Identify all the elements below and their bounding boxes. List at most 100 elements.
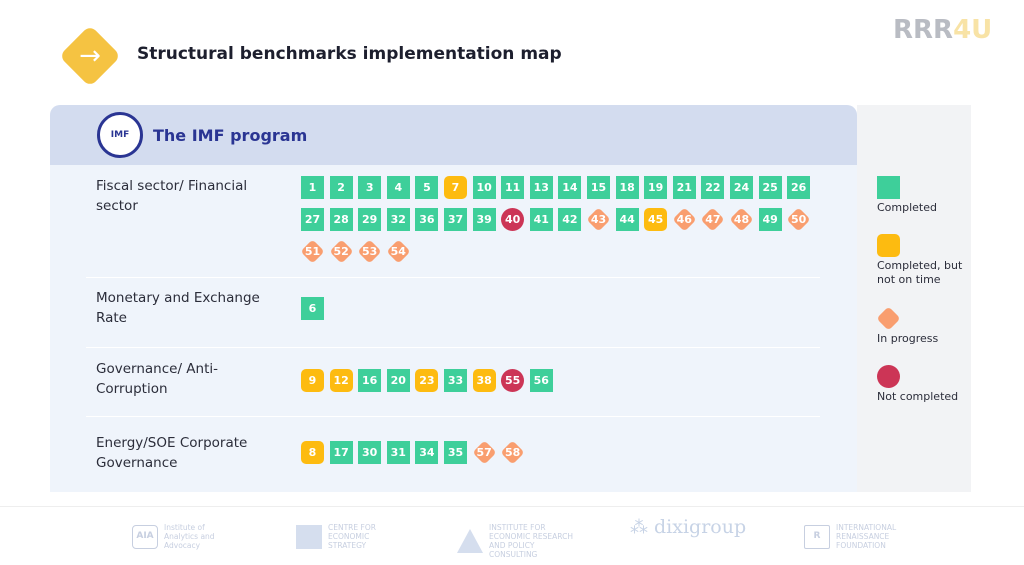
benchmark-badge[interactable]: 17 bbox=[329, 441, 353, 464]
benchmark-badge[interactable]: 1 bbox=[301, 176, 324, 199]
benchmark-badge[interactable]: 57 bbox=[473, 441, 496, 464]
benchmark-badge[interactable]: 25 bbox=[758, 176, 782, 199]
benchmark-badge[interactable]: 9 bbox=[301, 369, 324, 392]
page-title: Structural benchmarks implementation map bbox=[137, 44, 562, 64]
benchmark-badge[interactable]: 37 bbox=[444, 208, 467, 231]
benchmark-badge[interactable]: 58 bbox=[501, 441, 524, 464]
benchmark-badge[interactable]: 27 bbox=[301, 208, 324, 231]
benchmark-badge[interactable]: 51 bbox=[301, 240, 324, 263]
benchmark-badge[interactable]: 49 bbox=[758, 208, 782, 231]
benchmark-badge[interactable]: 34 bbox=[415, 441, 439, 464]
benchmark-number: 16 bbox=[362, 374, 378, 387]
benchmark-badge[interactable]: 3 bbox=[358, 176, 382, 199]
benchmark-badge[interactable]: 44 bbox=[615, 208, 639, 231]
legend-label: In progress bbox=[877, 332, 939, 345]
benchmark-badge[interactable]: 43 bbox=[587, 208, 610, 231]
benchmark-number: 36 bbox=[419, 213, 435, 226]
sector-label: Governance/ Anti-Corruption bbox=[96, 361, 218, 397]
row-divider bbox=[86, 347, 820, 348]
benchmark-number: 42 bbox=[562, 213, 578, 226]
benchmark-number: 46 bbox=[676, 213, 692, 226]
benchmark-number: 52 bbox=[333, 245, 349, 258]
benchmark-badge[interactable]: 26 bbox=[787, 176, 811, 199]
benchmark-badge[interactable]: 42 bbox=[558, 208, 582, 231]
benchmark-badge[interactable]: 13 bbox=[529, 176, 553, 199]
irf-logo-icon: R bbox=[804, 524, 830, 549]
benchmark-badge[interactable]: 6 bbox=[301, 297, 324, 320]
benchmark-number: 33 bbox=[447, 374, 464, 387]
ier-logo-icon bbox=[457, 529, 483, 553]
benchmark-number: 50 bbox=[791, 213, 807, 226]
benchmark-badge[interactable]: 12 bbox=[329, 369, 353, 392]
benchmark-number: 39 bbox=[476, 213, 492, 226]
benchmark-badge[interactable]: 24 bbox=[730, 176, 753, 199]
benchmark-badge[interactable]: 18 bbox=[615, 176, 639, 199]
legend-swatch-not-completed bbox=[877, 365, 900, 388]
benchmark-badge[interactable]: 11 bbox=[501, 176, 525, 199]
benchmark-number: 21 bbox=[676, 181, 692, 194]
benchmark-number: 12 bbox=[333, 374, 349, 387]
benchmark-badge[interactable]: 33 bbox=[444, 369, 467, 392]
benchmark-number: 6 bbox=[308, 302, 317, 315]
benchmark-badge[interactable]: 36 bbox=[415, 208, 439, 231]
benchmark-badge[interactable]: 14 bbox=[558, 176, 582, 199]
partner-ier: INSTITUTE FOR ECONOMIC RESEARCH AND POLI… bbox=[457, 523, 584, 559]
benchmark-badge[interactable]: 29 bbox=[358, 208, 382, 231]
benchmark-number: 51 bbox=[304, 245, 321, 258]
brand-logo: RRR4U bbox=[893, 15, 992, 45]
benchmark-badge[interactable]: 41 bbox=[529, 208, 553, 231]
benchmark-number: 10 bbox=[476, 181, 492, 194]
benchmark-badge[interactable]: 23 bbox=[415, 369, 439, 392]
legend-label: Completed, but not on time bbox=[877, 259, 963, 286]
benchmark-number: 9 bbox=[308, 374, 317, 387]
benchmark-number: 35 bbox=[447, 446, 464, 459]
benchmark-badge[interactable]: 54 bbox=[387, 240, 410, 263]
benchmark-number: 56 bbox=[533, 374, 549, 387]
benchmark-badge[interactable]: 35 bbox=[444, 441, 467, 464]
benchmark-number: 17 bbox=[333, 446, 349, 459]
benchmark-badge[interactable]: 52 bbox=[330, 240, 353, 263]
benchmark-badge[interactable]: 40 bbox=[501, 208, 525, 231]
partner-aia: AIA Institute of Analytics and Advocacy bbox=[132, 523, 224, 550]
benchmark-badge[interactable]: 22 bbox=[701, 176, 725, 199]
benchmark-badge[interactable]: 2 bbox=[329, 176, 353, 199]
benchmark-number: 14 bbox=[562, 181, 578, 194]
benchmark-badge[interactable]: 20 bbox=[386, 369, 410, 392]
benchmark-badge[interactable]: 19 bbox=[644, 176, 668, 199]
benchmark-number: 57 bbox=[476, 446, 492, 459]
benchmark-badge[interactable]: 46 bbox=[673, 208, 696, 231]
benchmark-badge[interactable]: 5 bbox=[415, 176, 439, 199]
benchmark-number: 43 bbox=[590, 213, 607, 226]
benchmark-badge[interactable]: 21 bbox=[672, 176, 696, 199]
benchmark-badge[interactable]: 48 bbox=[730, 208, 753, 231]
benchmark-badge[interactable]: 8 bbox=[301, 441, 324, 464]
benchmark-badge[interactable]: 53 bbox=[358, 240, 381, 263]
benchmark-badge[interactable]: 31 bbox=[386, 441, 410, 464]
benchmark-badge[interactable]: 55 bbox=[501, 369, 525, 392]
benchmark-number: 58 bbox=[505, 446, 521, 459]
benchmark-badge[interactable]: 10 bbox=[472, 176, 496, 199]
benchmark-number: 49 bbox=[762, 213, 778, 226]
benchmark-badge[interactable]: 56 bbox=[529, 369, 553, 392]
benchmark-number: 22 bbox=[705, 181, 721, 194]
benchmark-number: 40 bbox=[505, 213, 521, 226]
partner-dixigroup: ⁂ dixigroup bbox=[630, 518, 746, 537]
benchmark-badge[interactable]: 39 bbox=[472, 208, 496, 231]
benchmark-badge[interactable]: 16 bbox=[358, 369, 382, 392]
benchmark-badge[interactable]: 28 bbox=[329, 208, 353, 231]
benchmark-badge[interactable]: 7 bbox=[444, 176, 467, 199]
benchmark-badge[interactable]: 32 bbox=[386, 208, 410, 231]
benchmark-badge[interactable]: 45 bbox=[644, 208, 668, 231]
sector-label: Fiscal sector/ Financial sector bbox=[96, 178, 248, 214]
benchmark-badge[interactable]: 30 bbox=[358, 441, 382, 464]
benchmark-badge[interactable]: 15 bbox=[587, 176, 610, 199]
benchmark-badge[interactable]: 38 bbox=[472, 369, 496, 392]
benchmark-number: 27 bbox=[304, 213, 321, 226]
benchmark-badge[interactable]: 4 bbox=[386, 176, 410, 199]
benchmark-badge[interactable]: 47 bbox=[701, 208, 724, 231]
legend bbox=[857, 105, 971, 492]
benchmark-badge[interactable]: 50 bbox=[787, 208, 810, 231]
benchmark-number: 48 bbox=[733, 213, 750, 226]
sector-label: Monetary and Exchange Rate bbox=[96, 290, 260, 326]
ces-logo-icon bbox=[296, 524, 322, 549]
